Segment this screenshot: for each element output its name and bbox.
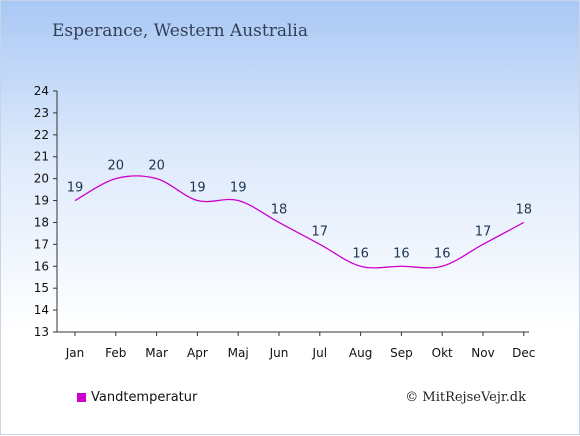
x-tick-label: Jun [269,346,289,360]
data-label: 19 [230,181,247,196]
x-tick-label: Okt [432,346,453,360]
data-label: 18 [516,202,533,217]
y-tick-label: 14 [34,303,49,317]
legend-swatch [77,393,86,402]
y-tick-label: 23 [34,106,49,120]
series-line-vandtemperatur [74,175,525,269]
y-tick-label: 17 [34,237,49,251]
x-tick-label: Dec [512,346,535,360]
y-tick-label: 22 [34,128,49,142]
y-tick-label: 19 [34,194,49,208]
data-label: 16 [434,246,451,261]
chart-data-labels: 19 20 20 19 19 18 17 16 16 16 17 18 [67,159,532,262]
legend-label: Vandtemperatur [91,390,198,405]
x-tick-label: Jan [65,346,85,360]
y-tick-label: 16 [34,259,49,273]
chart-series [74,175,525,269]
x-tick-label: Mar [145,346,168,360]
data-label: 20 [148,159,165,174]
x-tick-label: Maj [228,346,249,360]
x-tick-label: Jul [312,346,327,360]
data-label: 17 [475,224,492,239]
data-label: 16 [393,246,410,261]
y-tick-label: 15 [34,281,49,295]
x-tick-label: Apr [187,346,208,360]
data-label: 20 [108,159,125,174]
legend: Vandtemperatur [77,390,197,405]
y-tick-label: 21 [34,150,49,164]
x-tick-label: Nov [471,346,494,360]
y-tick-label: 24 [34,84,49,98]
chart-axes: 13 14 15 16 17 18 19 20 21 22 23 24 Jan Feb Mar Apr Maj J… [34,84,536,360]
data-label: 19 [67,181,84,196]
data-label: 19 [189,181,206,196]
x-tick-label: Feb [105,346,126,360]
y-tick-label: 18 [34,215,49,229]
x-tick-label: Aug [349,346,372,360]
data-label: 16 [352,246,369,261]
data-label: 18 [271,202,288,217]
y-tick-label: 13 [34,325,49,339]
y-tick-label: 20 [34,172,49,186]
x-tick-label: Sep [390,346,413,360]
data-label: 17 [312,224,329,239]
credit-text: © MitRejseVejr.dk [405,390,526,405]
chart-title: Esperance, Western Australia [52,21,308,41]
